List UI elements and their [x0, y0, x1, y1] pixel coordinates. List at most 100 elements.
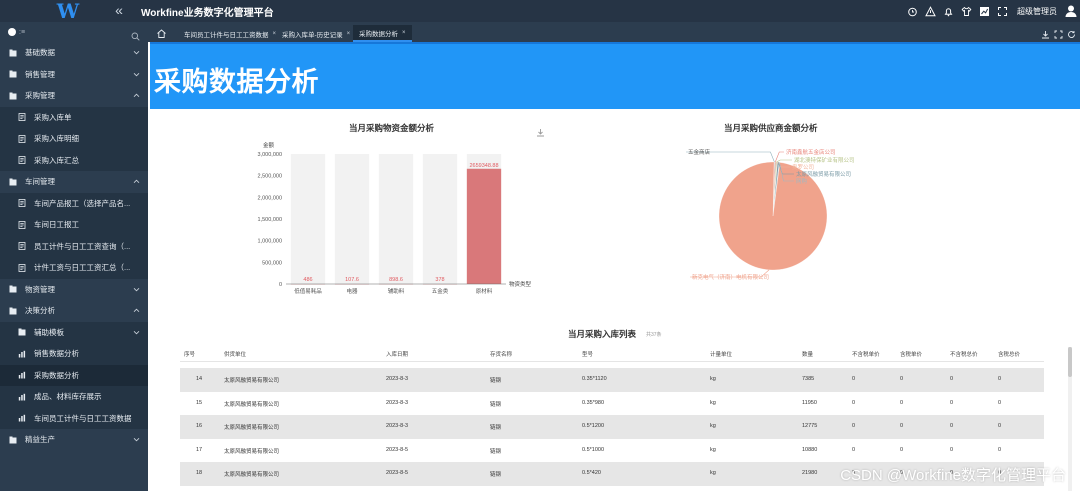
sidebar-item[interactable]: 销售管理: [0, 64, 148, 86]
table-row[interactable]: 17 太原风融贸易有限公司 2023-8-5 链钢 0.5*1000 kg 10880 0 0 0…: [180, 439, 1044, 463]
user-avatar-icon[interactable]: [1064, 4, 1078, 18]
column-header[interactable]: 不含税总价: [950, 352, 978, 358]
sidebar-item[interactable]: 物资管理: [0, 279, 148, 301]
sidebar-item[interactable]: 成品、材料库存展示: [0, 386, 148, 408]
alarm-icon[interactable]: [907, 6, 918, 17]
sidebar-item[interactable]: 车间员工计件与日工工资数据: [0, 407, 148, 429]
download-icon[interactable]: [1041, 26, 1050, 39]
chevron-down-icon[interactable]: [133, 329, 140, 336]
chart-icon[interactable]: [979, 6, 990, 17]
sidebar-item[interactable]: 计件工资与日工工资汇总（...: [0, 257, 148, 279]
table-cell: 0: [852, 399, 856, 406]
bar-background: [378, 154, 414, 284]
chevron-up-icon[interactable]: [133, 92, 140, 99]
sidebar-item-label: 计件工资与日工工资汇总（...: [34, 263, 131, 273]
shirt-icon[interactable]: [961, 6, 972, 17]
pie-label-line: [690, 269, 770, 278]
folder-icon: [9, 307, 17, 315]
folder-icon: [9, 92, 17, 100]
table-scrollbar-thumb[interactable]: [1068, 347, 1072, 377]
chevron-up-icon[interactable]: [133, 307, 140, 314]
sidebar-item[interactable]: 辅助模板: [0, 321, 148, 343]
bar[interactable]: [466, 168, 502, 284]
column-header[interactable]: 数量: [802, 352, 814, 358]
table-cell: 15: [196, 399, 203, 406]
table-cell: 16: [196, 423, 203, 429]
table-row[interactable]: 14 太原风融贸易有限公司 2023-8-3 链钢 0.35*1120 kg 7385 0 0 0…: [180, 368, 1044, 392]
table-row[interactable]: 16 太原风融贸易有限公司 2023-8-3 链钢 0.5*1200 kg 12775 0 0 0…: [180, 415, 1044, 439]
pie-slice-label: 网购: [796, 177, 808, 185]
table-row[interactable]: 15 太原风融贸易有限公司 2023-8-3 链钢 0.35*980 kg 11950 0 0 0…: [180, 392, 1044, 416]
user-name[interactable]: 超级管理员: [1017, 6, 1057, 16]
table-cell: 0: [852, 423, 856, 429]
sidebar-item[interactable]: 车间管理: [0, 171, 148, 193]
tab[interactable]: 采购入库单-历史记录 ×: [276, 25, 356, 42]
chevron-down-icon[interactable]: [133, 436, 140, 443]
column-header[interactable]: 含税单价: [900, 352, 923, 358]
bar-background: [334, 154, 370, 284]
column-header[interactable]: 型号: [582, 352, 594, 358]
chevron-down-icon[interactable]: [133, 71, 140, 78]
tab-label: 采购入库单-历史记录: [282, 31, 343, 39]
bar-background: [422, 154, 458, 284]
sidebar-item[interactable]: 车间日工报工: [0, 214, 148, 236]
bar-value-label: 486: [303, 277, 312, 283]
table-scrollbar[interactable]: [1068, 347, 1072, 491]
sidebar-item[interactable]: 采购入库汇总: [0, 149, 148, 171]
sidebar-item-label: 采购入库明细: [34, 134, 79, 144]
sidebar-item-label: 员工计件与日工工资查询（...: [34, 241, 131, 251]
warning-icon[interactable]: [925, 5, 936, 17]
table-cell: kg: [710, 423, 716, 429]
chevron-down-icon[interactable]: [133, 286, 140, 293]
chevron-up-icon[interactable]: [133, 178, 140, 185]
chevron-down-icon[interactable]: [133, 49, 140, 56]
chart-icon: [18, 371, 26, 379]
expand-icon[interactable]: [1054, 26, 1063, 39]
y-tick-label: 2,500,000: [258, 174, 282, 180]
table-cell: 17: [196, 446, 203, 453]
sidebar-item[interactable]: 采购管理: [0, 85, 148, 107]
tab-close-icon[interactable]: ×: [346, 30, 351, 37]
search-icon[interactable]: [131, 28, 140, 41]
column-header[interactable]: 存货名称: [490, 352, 513, 358]
tab-close-icon[interactable]: ×: [272, 30, 277, 37]
table-cell: 0: [998, 376, 1002, 382]
table-cell: kg: [710, 376, 716, 382]
collapse-sidebar-button[interactable]: «: [115, 2, 123, 18]
tab-close-icon[interactable]: ×: [402, 29, 406, 36]
home-icon[interactable]: [156, 26, 167, 38]
pie-label-line: [774, 151, 784, 163]
sidebar-item[interactable]: 采购入库单: [0, 106, 148, 128]
bar-chart-title: 当月采购物资金额分析: [349, 123, 435, 133]
sidebar-item[interactable]: 车间产品报工（选择产品名...: [0, 192, 148, 214]
tab[interactable]: 车间员工计件与日工工资数据 ×: [178, 25, 282, 42]
sidebar-item[interactable]: 销售数据分析: [0, 343, 148, 365]
sidebar-search[interactable]: :≡: [0, 22, 148, 42]
sidebar-item[interactable]: 员工计件与日工工资查询（...: [0, 235, 148, 257]
column-header[interactable]: 序号: [184, 352, 196, 358]
column-header[interactable]: 供货单位: [224, 352, 247, 358]
column-header[interactable]: 计量单位: [710, 352, 733, 358]
pie-slice[interactable]: [718, 161, 828, 271]
sidebar-item[interactable]: 精益生产: [0, 429, 148, 451]
table-row[interactable]: 18 太原风融贸易有限公司 2023-8-5 链钢 0.5*420 kg 21980 0 0 0 0: [180, 462, 1044, 486]
refresh-icon[interactable]: [1067, 26, 1076, 38]
tab[interactable]: 采购数据分析 ×: [353, 25, 412, 42]
toggle-dot-icon[interactable]: [8, 28, 16, 36]
table-cell: 太原风融贸易有限公司: [224, 448, 280, 455]
bell-icon[interactable]: [943, 6, 954, 17]
column-header[interactable]: 入库日期: [386, 352, 409, 358]
sidebar-item[interactable]: 决策分析: [0, 300, 148, 322]
chart-download-icon[interactable]: [536, 124, 545, 137]
sidebar-item-label: 采购入库汇总: [34, 155, 79, 165]
table-cell: 14: [196, 376, 203, 382]
column-header[interactable]: 不含税单价: [852, 352, 880, 358]
bar-value-label: 378: [435, 277, 444, 283]
column-header[interactable]: 含税总价: [998, 352, 1021, 358]
table-cell: 太原风融贸易有限公司: [224, 472, 280, 478]
table-cell: 0: [998, 423, 1002, 429]
fullscreen-icon[interactable]: [997, 6, 1008, 17]
sidebar-item[interactable]: 采购入库明细: [0, 128, 148, 150]
sidebar-item[interactable]: 基础数据: [0, 42, 148, 64]
sidebar-item[interactable]: 采购数据分析: [0, 364, 148, 386]
